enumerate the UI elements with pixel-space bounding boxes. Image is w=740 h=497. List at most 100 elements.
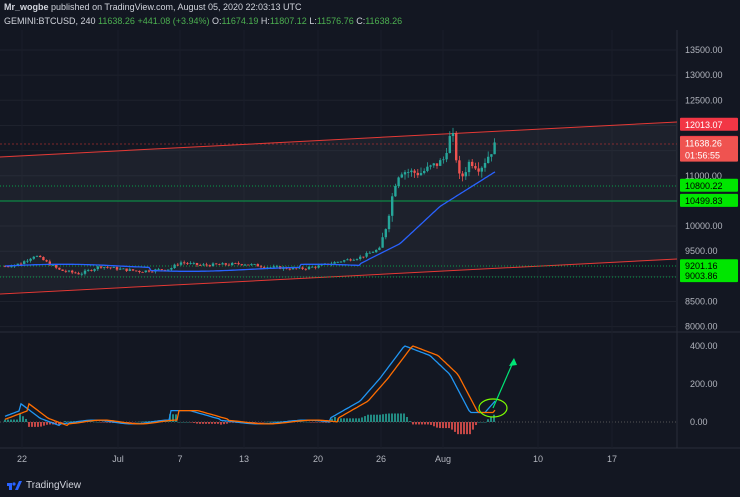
author-name[interactable]: Mr_wogbe [4,2,49,12]
histogram-bar [310,422,312,423]
histogram-bar [457,422,459,435]
candle-body [291,267,295,270]
candle-body [403,172,407,175]
price-tick-label: 13000.00 [685,70,723,80]
histogram-bar [193,422,195,423]
candle-body [272,266,275,268]
histogram-bar [133,422,135,423]
candle-body [483,163,487,168]
candle-body [423,170,426,174]
symbol-label[interactable]: GEMINI:BTCUSD, 240 [4,16,96,26]
candle-body [90,270,93,271]
candle-body [211,263,215,267]
last-price: 11638.26 [98,16,135,26]
price-label-box [680,117,738,131]
candle-body [304,268,307,270]
histogram-bar [400,413,402,422]
histogram-bar [394,413,396,422]
candle-body [71,270,74,273]
candle-body [467,161,471,173]
candle-body [26,260,29,262]
candle-body [333,262,336,264]
price-label-text: 10800.22 [685,181,723,191]
candle-body [42,257,45,261]
histogram-bar [454,422,456,432]
brand[interactable]: TradingView [6,479,81,491]
histogram-bar [343,418,345,422]
histogram-bar [493,414,495,422]
candle-body [477,168,480,172]
channel-drawing[interactable] [0,121,678,295]
candle-body [23,261,26,264]
candle-body [99,266,103,268]
candle-body [269,267,272,269]
candle-body [394,186,397,197]
price-label-text: 10499.83 [685,196,723,206]
candle-body [163,269,167,271]
histogram-bar [25,418,27,422]
candle-body [119,268,122,270]
histogram-bar [172,414,174,422]
histogram-bar [490,416,492,422]
histogram-bar [349,418,351,422]
price-label-text: 01:56:55 [685,151,720,161]
time-tick-label: 17 [607,454,617,464]
macd-line [4,345,496,427]
histogram-bar [166,421,168,422]
brand-name: TradingView [26,479,82,491]
candle-body [189,263,192,264]
histogram-bar [130,422,132,423]
histogram-bar [229,422,231,423]
histogram-bar [7,419,9,422]
histogram-bar [253,422,255,423]
price-label-box [680,148,738,162]
histogram-bar [4,419,6,422]
histogram-bar [277,421,279,422]
candle-body [352,259,355,261]
histogram-bar [223,422,225,425]
histogram-bar [424,422,426,425]
candle-body [215,263,218,265]
histogram-bar [316,422,318,423]
candle-body [147,270,151,272]
arrow-head-icon [509,358,517,366]
histogram-bar [271,421,273,423]
histogram-bar [445,422,447,429]
histogram-bar [94,421,96,423]
candle-body [157,269,160,270]
candle-body [112,267,115,268]
candle-body [490,154,493,157]
candle-body [250,264,253,265]
candle-body [384,229,387,238]
histogram-bar [388,413,390,422]
candle-body [240,264,243,265]
histogram-bar [67,421,69,422]
candle-body [346,259,349,261]
histogram-bar [346,418,348,422]
close-value: 11638.26 [365,16,403,26]
candle-body [301,267,304,269]
histogram-bar [208,422,210,424]
high-label: H: [260,16,270,26]
crossover-ellipse [478,398,508,418]
candle-body [67,270,71,272]
candle-body [144,270,147,273]
price-chart[interactable]: 13500.0013000.0012500.0012000.0011500.00… [0,30,740,473]
price-label-text: 9003.86 [685,271,718,281]
candle-body [263,267,266,268]
candle-body [397,177,400,187]
candle-body [365,253,368,257]
candle-body [3,266,7,268]
candle-body [419,173,423,176]
candle-body [125,268,128,271]
histogram-bar [367,414,369,422]
histogram-bar [325,422,327,423]
time-tick-label: 10 [533,454,543,464]
candle-body [77,273,80,275]
candle-body [195,262,199,265]
candle-body [183,262,186,264]
candle-body [128,269,131,271]
candle-body [371,252,375,254]
candle-body [368,252,371,254]
candle-body [311,266,314,268]
